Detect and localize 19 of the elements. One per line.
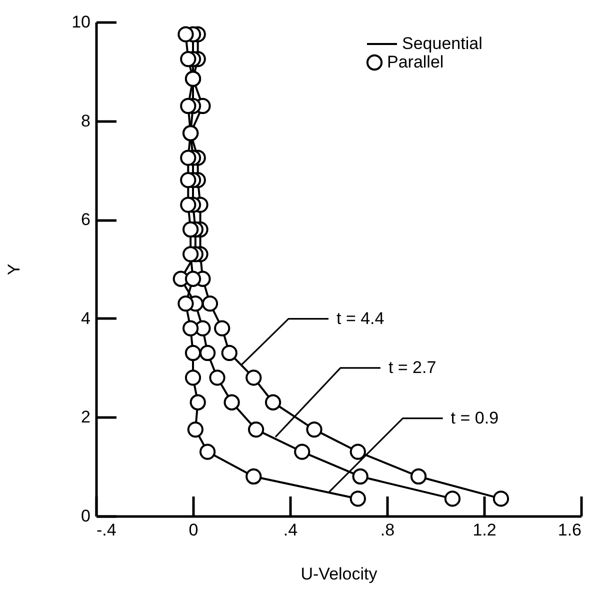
- x-tick-label: 0: [188, 520, 198, 540]
- y-tick-label: 10: [72, 12, 90, 32]
- annotation: t = 4.4: [336, 308, 384, 328]
- x-tick-label: .4: [283, 520, 298, 540]
- legend-label: Sequential: [402, 34, 482, 53]
- annotation: t = 2.7: [388, 358, 436, 377]
- x-axis-title: U-Velocity: [300, 564, 378, 584]
- y-tick-label: 4: [81, 308, 90, 328]
- x-tick-label: 1.2: [472, 520, 496, 540]
- legend-label: Parallel: [387, 52, 444, 72]
- y-tick-label: 0: [81, 506, 90, 526]
- x-tick-label: .8: [380, 520, 395, 540]
- y-tick-label: 2: [81, 408, 90, 427]
- annotation: t = 0.9: [450, 408, 499, 428]
- x-tick-label: 1.6: [558, 520, 582, 540]
- x-tick-label: -.4: [96, 520, 116, 540]
- y-axis-title: Y: [4, 264, 24, 276]
- y-tick-label: 8: [81, 111, 90, 130]
- y-tick-label: 6: [81, 210, 90, 230]
